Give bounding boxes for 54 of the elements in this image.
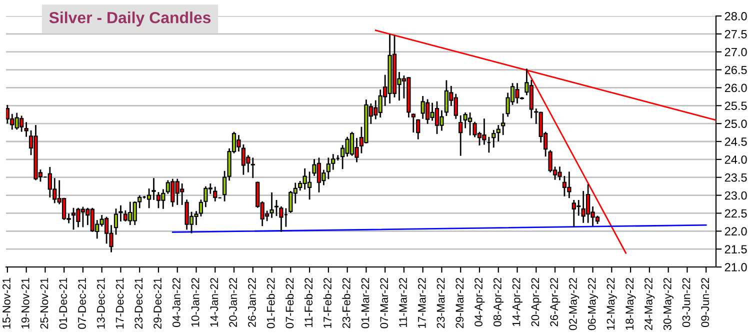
x-tick-label: 18-May-22 <box>626 278 636 330</box>
x-tick-label: 14-Apr-22 <box>512 278 522 326</box>
x-tick-label: 01-Feb-22 <box>266 278 275 328</box>
y-tick-label: 23.0 <box>724 191 747 200</box>
y-tick-label: 27.5 <box>724 30 747 38</box>
x-tick-label: 04-Jan-22 <box>172 278 180 328</box>
y-tick-label: 21.5 <box>724 245 747 254</box>
y-tick-label: 21.0 <box>724 263 747 272</box>
x-tick-label: 04-Apr-22 <box>474 278 485 326</box>
x-tick-label: 17-Feb-22 <box>323 278 332 328</box>
x-tick-label: 06-May-22 <box>588 278 598 330</box>
x-tick-label: 29-Dec-21 <box>154 278 162 329</box>
x-tick-label: 02-May-22 <box>569 278 580 330</box>
x-tick-label: 15-Nov-21 <box>2 278 10 328</box>
x-tick-label: 30-May-22 <box>663 278 674 330</box>
y-tick-label: 28.0 <box>724 12 747 20</box>
x-tick-label: 24-May-22 <box>644 278 655 330</box>
y-tick-label: 26.5 <box>724 66 747 74</box>
x-tick-label: 23-Mar-22 <box>436 278 445 328</box>
chart-title: Silver - Daily Candles <box>49 12 211 26</box>
x-tick-label: 14-Jan-22 <box>210 278 218 327</box>
x-tick-label: 25-Nov-21 <box>40 278 48 329</box>
x-tick-label: 11-Mar-22 <box>399 278 407 327</box>
x-tick-label: 17-Dec-21 <box>116 278 124 328</box>
y-tick-label: 22.0 <box>724 227 747 236</box>
x-tick-label: 20-Jan-22 <box>229 278 237 327</box>
y-tick-label: 22.5 <box>724 209 747 218</box>
x-tick-label: 07-Mar-22 <box>380 278 388 328</box>
y-tick-label: 23.5 <box>724 173 747 182</box>
x-tick-label: 03-Jun-22 <box>682 278 690 328</box>
x-tick-label: 26-Apr-22 <box>550 278 560 326</box>
y-tick-label: 26.0 <box>724 84 747 92</box>
y-tick-label: 24.5 <box>724 138 747 146</box>
x-tick-label: 20-Apr-22 <box>531 278 542 326</box>
x-tick-label: 08-Apr-22 <box>493 278 504 326</box>
x-tick-label: 29-Mar-22 <box>456 278 464 328</box>
x-tick-label: 17-Mar-22 <box>418 278 426 328</box>
x-tick-label: 23-Feb-22 <box>342 278 350 328</box>
x-tick-label: 19-Nov-21 <box>21 278 30 328</box>
y-tick-label: 24.0 <box>724 155 747 164</box>
x-tick-label: 10-Jan-22 <box>191 278 200 327</box>
x-tick-label: 07-Feb-22 <box>285 278 294 328</box>
x-tick-label: 23-Dec-21 <box>134 278 143 329</box>
x-tick-label: 01-Dec-21 <box>59 278 68 329</box>
x-tick-label: 07-Dec-21 <box>78 278 86 329</box>
y-tick-label: 27.0 <box>724 48 747 56</box>
x-tick-label: 01-Mar-22 <box>361 278 370 328</box>
y-tick-label: 25.5 <box>724 102 747 110</box>
x-tick-label: 26-Jan-22 <box>248 278 256 327</box>
x-tick-label: 11-Feb-22 <box>304 278 313 328</box>
x-tick-label: 12-May-22 <box>606 278 617 330</box>
y-tick-label: 25.0 <box>724 120 747 128</box>
x-tick-label: 09-Jun-22 <box>701 278 710 328</box>
x-tick-label: 13-Dec-21 <box>96 278 105 328</box>
